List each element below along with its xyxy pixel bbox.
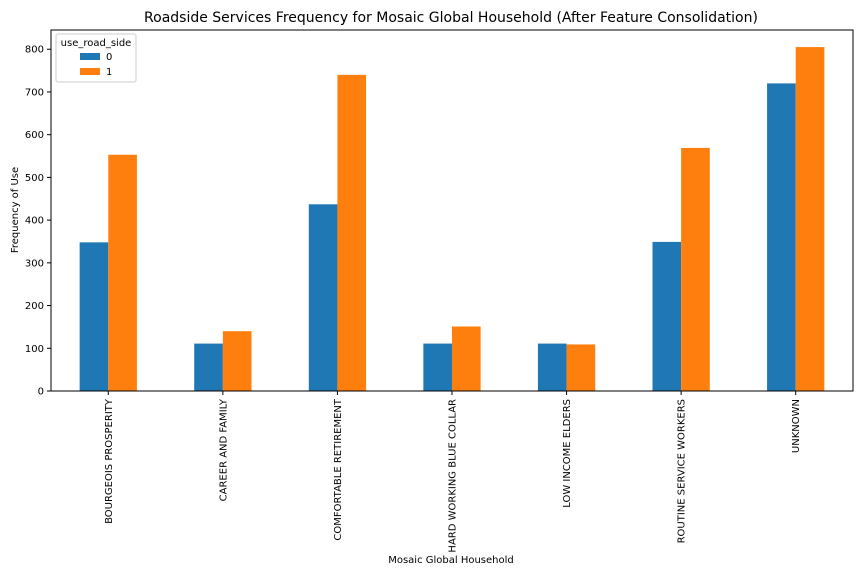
x-tick-label: BOURGEOIS PROSPERITY	[104, 398, 115, 524]
x-tick-label: HARD WORKING BLUE COLLAR	[448, 399, 459, 553]
x-tick-label: ROUTINE SERVICE WORKERS	[677, 399, 688, 543]
bar-series-1-1	[222, 331, 252, 391]
bar-series-1-5	[681, 147, 710, 391]
y-axis-label: Frequency of Use	[10, 167, 21, 253]
bar-series-0-0	[79, 242, 109, 391]
bar-series-1-3	[452, 326, 481, 391]
bar-series-1-4	[566, 344, 596, 391]
x-tick-label: CAREER AND FAMILY	[218, 398, 229, 501]
y-ticks: 0 100 200 300 400 500 600 700 800	[25, 45, 51, 398]
x-tick-label: COMFORTABLE RETIREMENT	[333, 398, 344, 540]
x-tick-label: UNKNOWN	[791, 399, 802, 453]
y-tick-label: 300	[25, 258, 44, 269]
bar-series-1-6	[795, 47, 825, 392]
y-tick-label: 800	[25, 45, 44, 56]
bar-series-0-5	[652, 241, 682, 391]
bar-series-0-2	[308, 204, 338, 391]
y-tick-label: 200	[25, 301, 44, 312]
y-tick-label: 0	[38, 387, 44, 398]
bar-series-1-2	[337, 74, 367, 392]
y-tick-label: 700	[25, 87, 44, 98]
y-tick-label: 500	[25, 173, 44, 184]
bars-layer	[79, 47, 825, 392]
legend-swatch-0	[80, 53, 100, 60]
x-axis-label: Mosaic Global Household	[388, 555, 514, 566]
bar-series-0-6	[767, 83, 796, 391]
legend-label-0: 0	[106, 52, 112, 63]
x-tick-label: LOW INCOME ELDERS	[562, 399, 573, 508]
chart-title: Roadside Services Frequency for Mosaic G…	[144, 10, 758, 26]
y-tick-label: 600	[25, 130, 44, 141]
bar-series-0-4	[537, 343, 567, 391]
legend-title: use_road_side	[61, 38, 132, 49]
bar-series-1-0	[108, 154, 137, 391]
legend-swatch-1	[80, 68, 100, 75]
legend-label-1: 1	[106, 67, 112, 78]
bar-series-0-3	[423, 343, 452, 391]
bar-series-0-1	[194, 343, 223, 391]
x-ticks: BOURGEOIS PROSPERITY CAREER AND FAMILY COM…	[104, 391, 802, 553]
y-tick-label: 100	[25, 344, 44, 355]
legend: use_road_side 0 1	[55, 33, 137, 83]
y-tick-label: 400	[25, 216, 44, 227]
